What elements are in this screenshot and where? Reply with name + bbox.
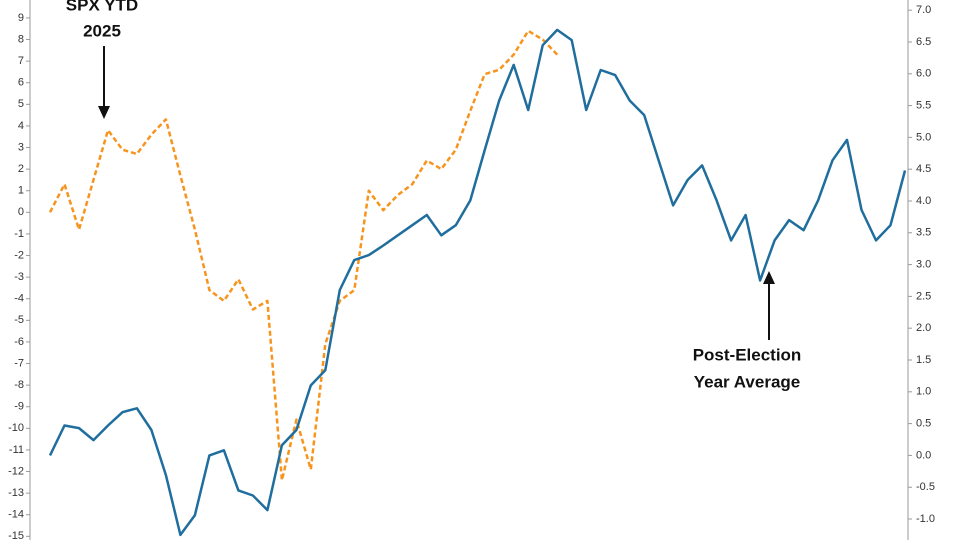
series-line bbox=[48, 28, 907, 537]
y-tick-label: -9 bbox=[14, 401, 24, 413]
y-tick-label: -1 bbox=[14, 228, 24, 240]
y-tick-label: -5 bbox=[14, 314, 24, 326]
y-tick-label: 2 bbox=[18, 163, 24, 175]
y-tick-label: 8 bbox=[18, 33, 24, 45]
y2-tick-label: 2.0 bbox=[916, 322, 931, 334]
y2-tick-label: 4.5 bbox=[916, 163, 931, 175]
y-tick-label: -2 bbox=[14, 249, 24, 261]
annotation: Year Average bbox=[694, 372, 800, 391]
y2-tick-label: 1.5 bbox=[916, 354, 931, 366]
annotation: Post-Election bbox=[693, 345, 802, 364]
y2-tick-label: 7.0 bbox=[916, 4, 931, 16]
y2-tick-label: 0.5 bbox=[916, 418, 931, 430]
y-tick-label: 3 bbox=[18, 141, 24, 153]
y-tick-label: -13 bbox=[8, 487, 24, 499]
y-tick-label: -11 bbox=[9, 444, 24, 456]
annotation: SPX YTD bbox=[66, 0, 138, 14]
y-tick-label: -12 bbox=[8, 465, 24, 477]
y2-tick-label: -1.0 bbox=[916, 513, 935, 525]
arrow-head bbox=[763, 271, 775, 284]
y2-tick-label: 4.0 bbox=[916, 195, 931, 207]
y-tick-label: 0 bbox=[18, 206, 24, 218]
y-tick-label: 4 bbox=[18, 120, 24, 132]
y-tick-label: -6 bbox=[14, 336, 24, 348]
y2-tick-label: 6.5 bbox=[916, 36, 931, 48]
y-tick-label: -7 bbox=[14, 357, 24, 369]
y2-tick-label: 5.0 bbox=[916, 131, 931, 143]
y-tick-label: -8 bbox=[14, 379, 24, 391]
y-tick-label: 6 bbox=[18, 77, 24, 89]
y-tick-label: -10 bbox=[8, 422, 24, 434]
series-line bbox=[48, 29, 559, 482]
y-tick-label: 1 bbox=[18, 185, 24, 197]
y2-tick-label: 3.5 bbox=[916, 227, 931, 239]
y2-tick-label: 3.0 bbox=[916, 258, 931, 270]
y2-tick-label: 5.5 bbox=[916, 99, 931, 111]
y-tick-label: -3 bbox=[14, 271, 24, 283]
y2-tick-label: 6.0 bbox=[916, 68, 931, 80]
y-tick-label: -14 bbox=[8, 509, 24, 521]
y2-tick-label: 0.0 bbox=[916, 449, 931, 461]
y2-tick-label: 2.5 bbox=[916, 290, 931, 302]
y-tick-label: -15 bbox=[8, 530, 24, 540]
y-tick-label: 9 bbox=[18, 12, 24, 24]
y2-tick-label: -0.5 bbox=[916, 481, 935, 493]
y2-tick-label: 1.0 bbox=[916, 386, 931, 398]
annotation: 2025 bbox=[83, 21, 121, 40]
y-tick-label: -4 bbox=[14, 293, 24, 305]
arrow-head bbox=[98, 106, 110, 119]
y-tick-label: 7 bbox=[18, 55, 24, 67]
y-tick-label: 5 bbox=[18, 98, 24, 110]
